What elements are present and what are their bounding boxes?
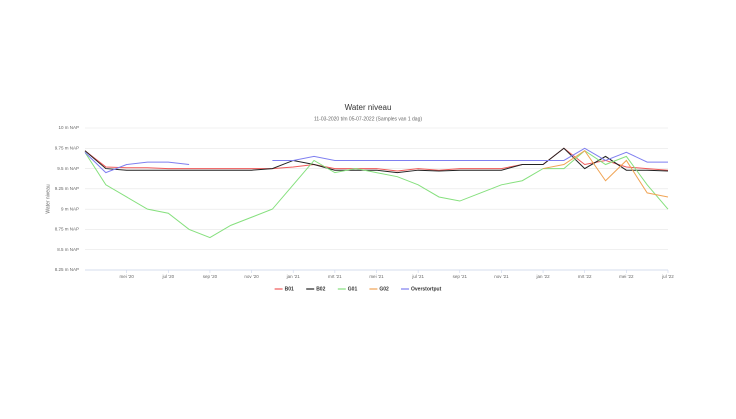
x-tick-label: jan '22 — [536, 274, 551, 279]
x-tick-label: sep '21 — [453, 274, 468, 279]
y-axis-title: Water niveau — [45, 184, 51, 213]
y-tick-label: 9.75 m NAP — [55, 145, 79, 150]
y-tick-label: 8.5 m NAP — [57, 247, 79, 252]
y-tick-label: 10 m NAP — [58, 125, 79, 130]
x-tick-label: nov '20 — [244, 274, 259, 279]
series-line — [272, 147, 668, 163]
legend-label[interactable]: G01 — [348, 286, 358, 292]
x-tick-label: sep '20 — [203, 274, 218, 279]
chart-title: Water niveau — [345, 103, 392, 112]
legend-label[interactable]: B02 — [316, 286, 325, 292]
series-line — [84, 147, 669, 172]
series-line — [84, 147, 669, 174]
x-tick-label: mei '22 — [619, 274, 634, 279]
series-line — [84, 151, 190, 174]
x-tick-label: jan '21 — [286, 274, 301, 279]
x-tick-label: jul '22 — [661, 274, 674, 279]
chart-subtitle: 11-03-2020 t/m 05-07-2022 (Samples van 1… — [314, 116, 422, 122]
series-line — [84, 150, 669, 239]
y-tick-label: 8.25 m NAP — [55, 267, 79, 272]
series-line — [542, 150, 669, 198]
x-tick-label: jul '20 — [161, 274, 174, 279]
x-tick-label: nov '21 — [494, 274, 509, 279]
x-tick-label: mrt '22 — [578, 274, 592, 279]
x-tick-label: mei '21 — [369, 274, 384, 279]
legend-label[interactable]: B01 — [285, 286, 294, 292]
x-tick-label: jul '21 — [411, 274, 424, 279]
x-tick-label: mei '20 — [119, 274, 134, 279]
y-tick-label: 9.5 m NAP — [57, 166, 79, 171]
y-tick-label: 9 m NAP — [61, 206, 79, 211]
legend-label[interactable]: Overstortput — [411, 286, 442, 292]
y-tick-label: 9.25 m NAP — [55, 186, 79, 191]
y-tick-label: 8.75 m NAP — [55, 227, 79, 232]
legend-label[interactable]: G02 — [379, 286, 389, 292]
x-tick-label: mrt '21 — [328, 274, 342, 279]
